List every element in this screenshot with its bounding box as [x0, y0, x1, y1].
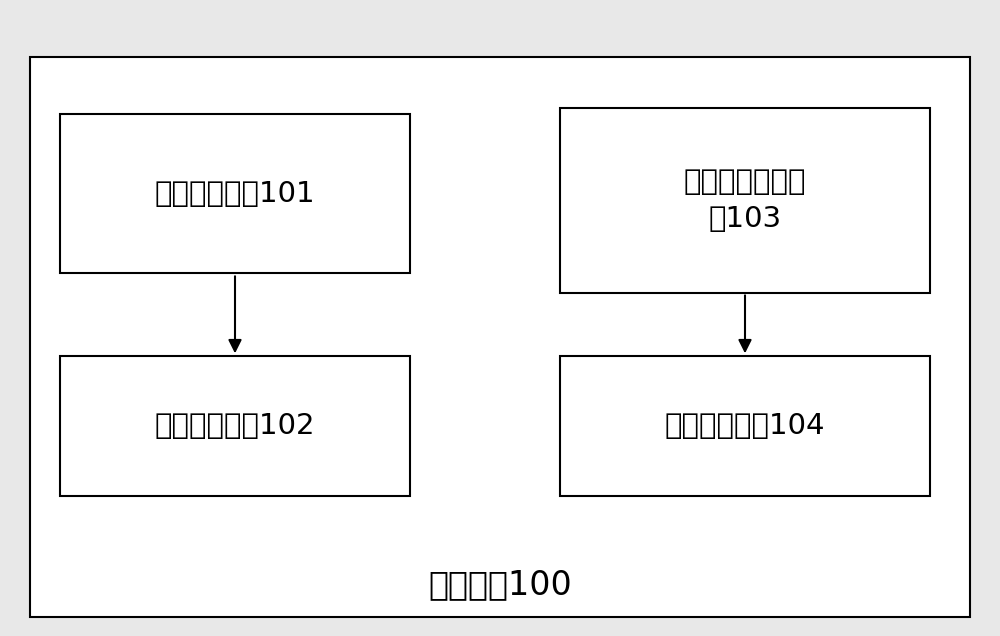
Text: 距离测量模块104: 距离测量模块104	[665, 412, 825, 440]
Text: 收信终端100: 收信终端100	[428, 569, 572, 602]
Bar	[30, 57, 970, 617]
Text: 信道选择模块101: 信道选择模块101	[155, 180, 315, 208]
Text: 电磁信号接收模
块103: 电磁信号接收模 块103	[684, 168, 806, 233]
Text: 信道发送模块102: 信道发送模块102	[155, 412, 315, 440]
Bar	[60, 114, 410, 273]
Bar	[560, 356, 930, 496]
Bar	[60, 356, 410, 496]
Bar	[560, 108, 930, 293]
